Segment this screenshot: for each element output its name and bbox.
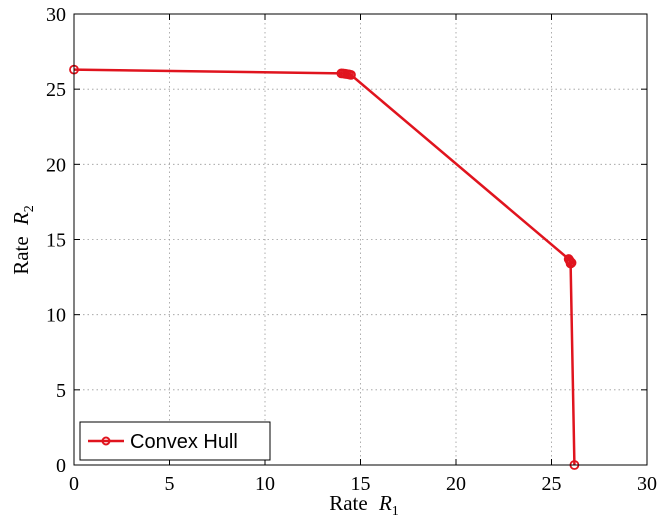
x-tick-label: 25 <box>542 473 562 495</box>
x-tick-label: 20 <box>446 473 466 495</box>
y-tick-label: 25 <box>46 79 66 101</box>
y-tick-label: 20 <box>46 154 66 176</box>
y-tick-label: 5 <box>56 380 66 402</box>
x-tick-label: 15 <box>351 473 371 495</box>
legend: Convex Hull <box>79 421 271 461</box>
grid <box>74 14 647 465</box>
y-tick-label: 15 <box>46 230 66 252</box>
data-point <box>565 258 576 269</box>
y-axis-label: Rate R2 <box>9 205 37 275</box>
y-tick-label: 10 <box>46 305 66 327</box>
x-tick-label: 30 <box>637 473 657 495</box>
tick-labels: 0 5 10 15 20 25 30 0 5 10 15 20 25 30 <box>46 4 657 495</box>
x-tick-label: 0 <box>69 473 79 495</box>
x-tick-label: 10 <box>255 473 275 495</box>
legend-label: Convex Hull <box>130 431 238 453</box>
legend-marker <box>101 436 111 446</box>
x-tick-label: 5 <box>165 473 175 495</box>
y-tick-label: 0 <box>56 455 66 477</box>
x-axis-label: Rate R1 <box>329 491 399 518</box>
y-tick-label: 30 <box>46 4 66 26</box>
data-point <box>346 69 356 80</box>
plot-frame <box>73 13 648 466</box>
